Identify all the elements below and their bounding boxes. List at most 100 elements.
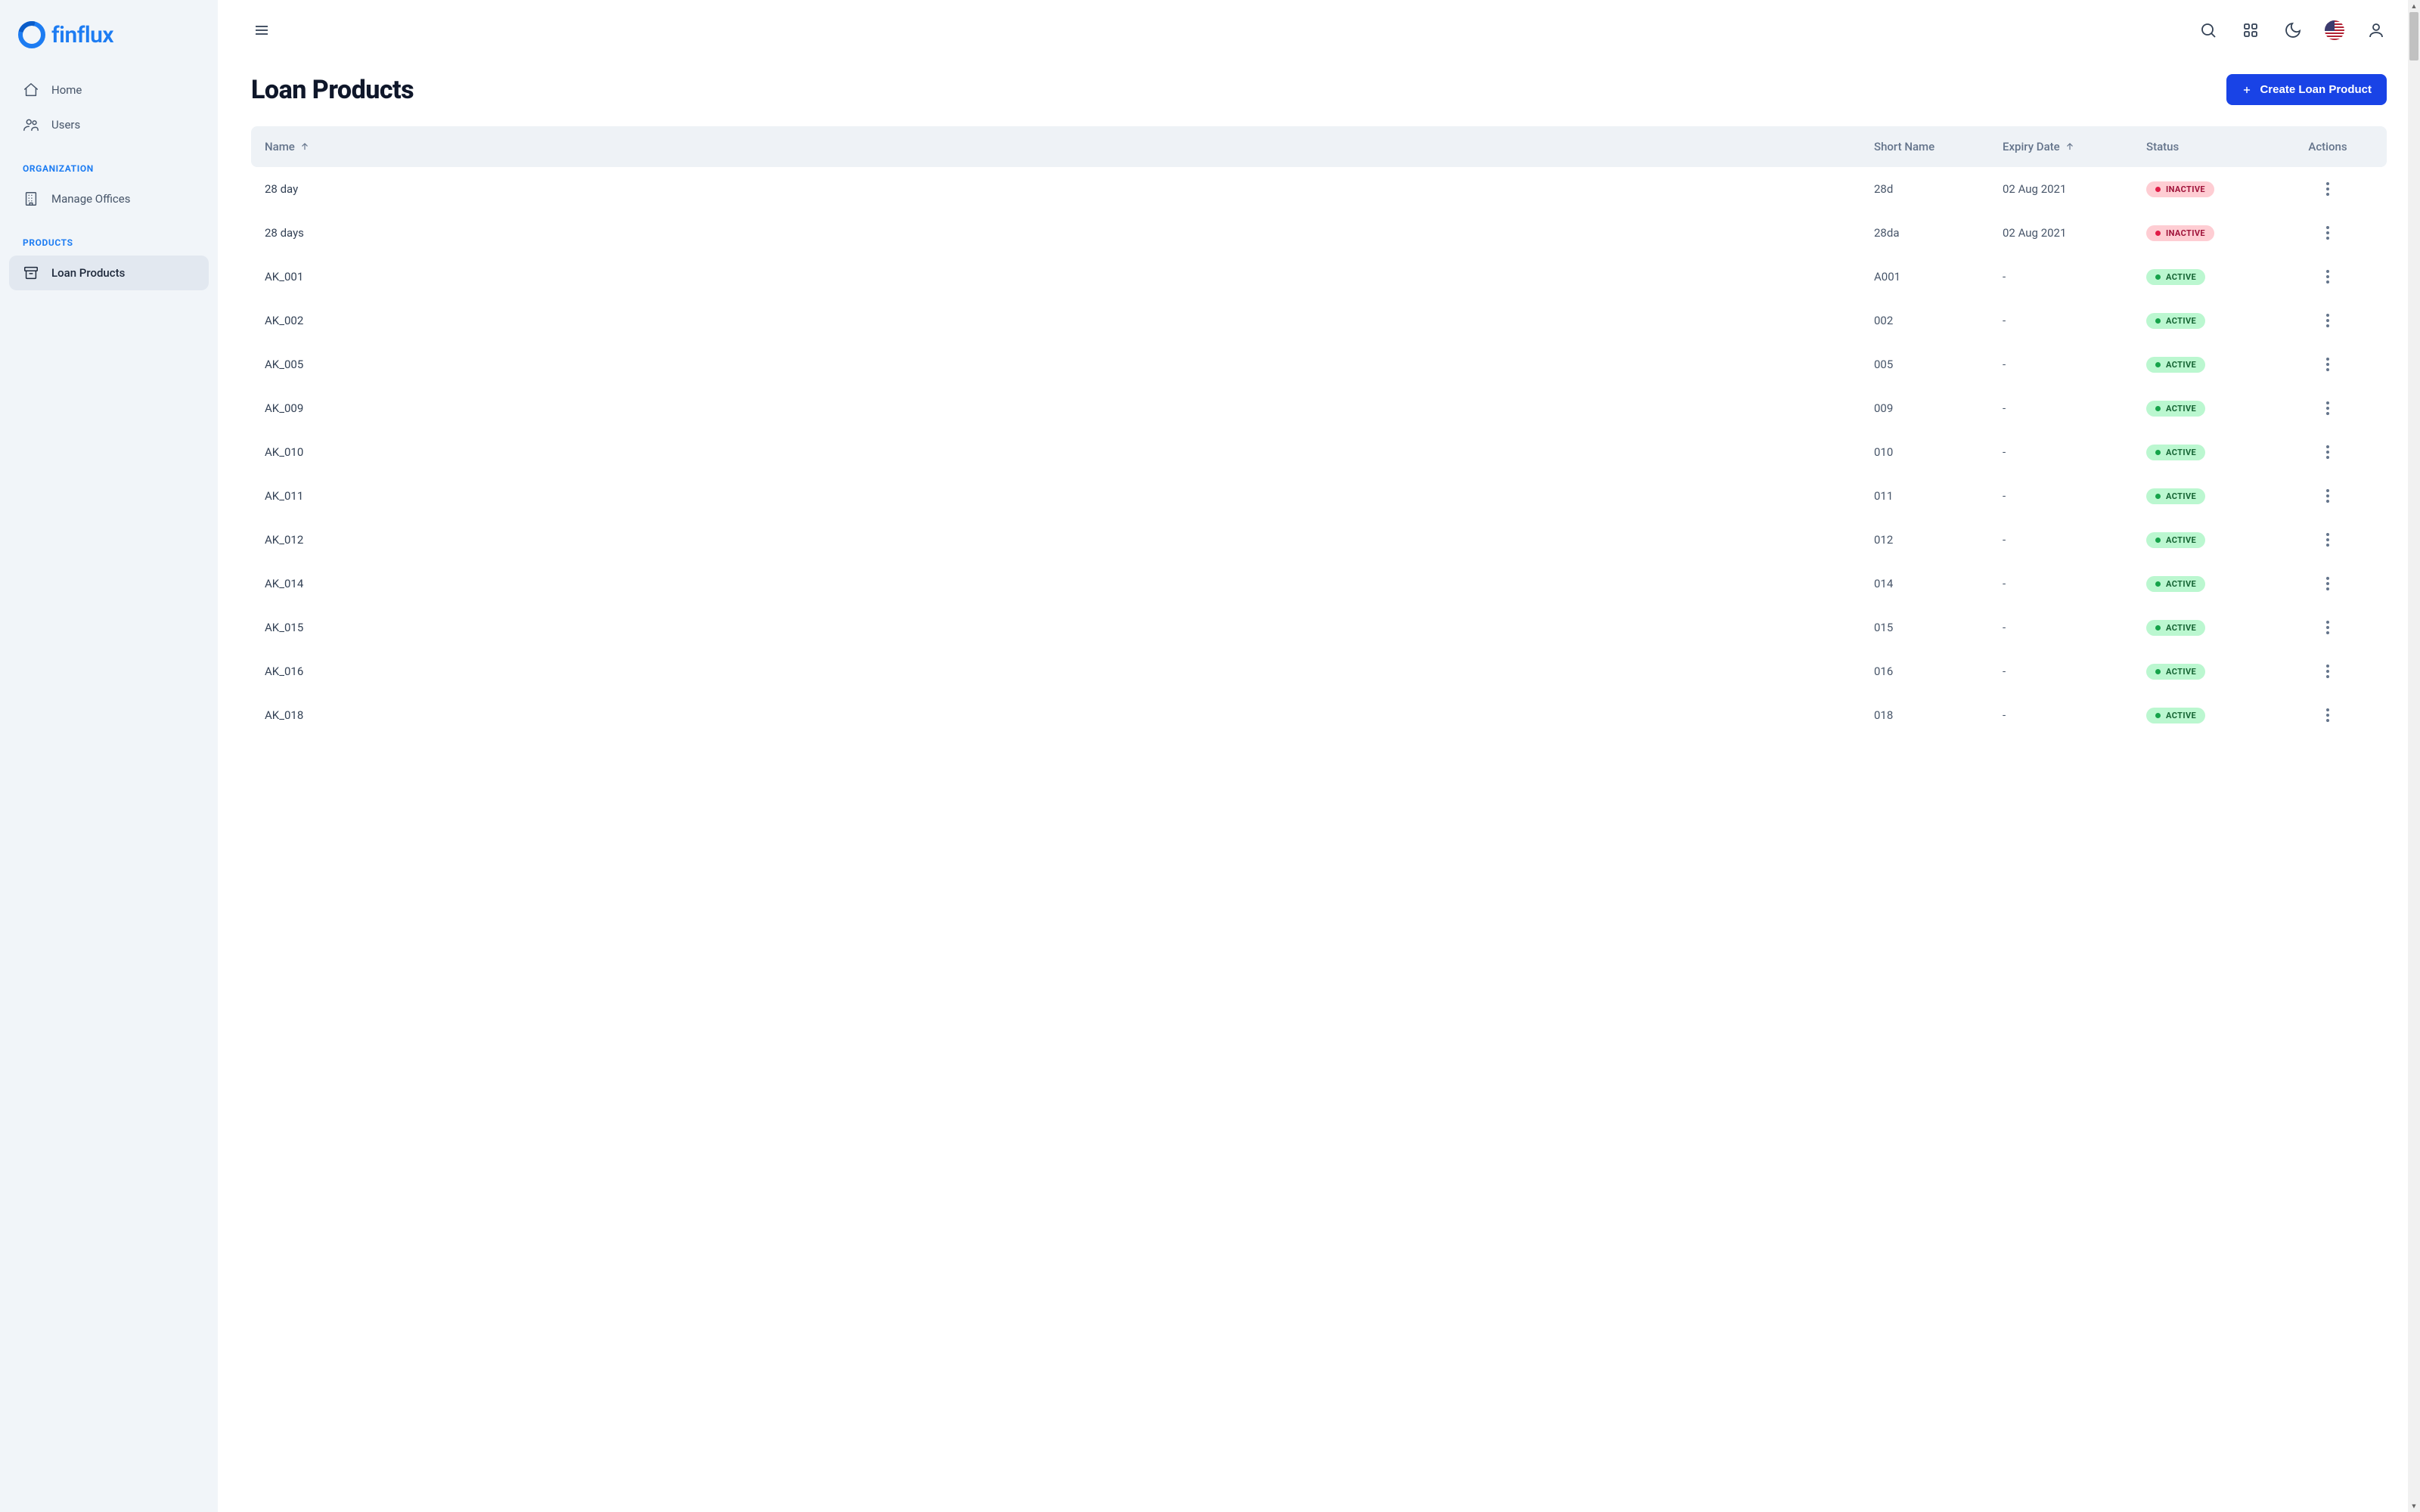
row-actions-button[interactable] bbox=[2317, 485, 2338, 507]
scrollbar-up-icon[interactable]: ▲ bbox=[2408, 0, 2420, 12]
status-dot-icon bbox=[2155, 187, 2161, 192]
col-actions-label: Actions bbox=[2308, 140, 2347, 153]
cell-expiry: - bbox=[2003, 314, 2146, 327]
cell-status: ACTIVE bbox=[2146, 357, 2282, 373]
table-row[interactable]: AK_016016-ACTIVE bbox=[251, 649, 2387, 693]
row-actions-button[interactable] bbox=[2317, 529, 2338, 550]
profile-button[interactable] bbox=[2366, 20, 2387, 41]
brand-logo[interactable]: finflux bbox=[9, 21, 209, 67]
col-name-label: Name bbox=[265, 140, 295, 153]
users-icon bbox=[23, 116, 39, 133]
cell-short-name: 015 bbox=[1874, 621, 2003, 634]
col-expiry-label: Expiry Date bbox=[2003, 140, 2060, 153]
scrollbar-thumb[interactable] bbox=[2409, 12, 2418, 60]
table-row[interactable]: AK_018018-ACTIVE bbox=[251, 693, 2387, 737]
table-row[interactable]: AK_005005-ACTIVE bbox=[251, 342, 2387, 386]
cell-status: ACTIVE bbox=[2146, 532, 2282, 548]
cell-status: ACTIVE bbox=[2146, 445, 2282, 460]
status-badge: ACTIVE bbox=[2146, 269, 2205, 285]
theme-toggle-button[interactable] bbox=[2282, 20, 2304, 41]
locale-switcher[interactable] bbox=[2325, 20, 2344, 40]
sort-asc-icon bbox=[299, 141, 310, 152]
scrollbar[interactable]: ▲ ▼ bbox=[2408, 0, 2420, 1512]
table-row[interactable]: AK_009009-ACTIVE bbox=[251, 386, 2387, 430]
moon-icon bbox=[2284, 21, 2302, 39]
row-actions-button[interactable] bbox=[2317, 310, 2338, 331]
row-actions-button[interactable] bbox=[2317, 178, 2338, 200]
status-dot-icon bbox=[2155, 713, 2161, 718]
cell-name: 28 days bbox=[265, 226, 1874, 240]
cell-name: AK_012 bbox=[265, 533, 1874, 547]
user-icon bbox=[2367, 21, 2385, 39]
page-title: Loan Products bbox=[251, 75, 414, 105]
table-row[interactable]: AK_012012-ACTIVE bbox=[251, 518, 2387, 562]
sidebar: finflux Home Users ORGANIZATION Manage Off… bbox=[0, 0, 218, 1512]
cell-expiry: - bbox=[2003, 577, 2146, 590]
cell-short-name: 009 bbox=[1874, 401, 2003, 415]
building-icon bbox=[23, 191, 39, 207]
nav-primary: Home Users bbox=[9, 73, 209, 142]
row-actions-button[interactable] bbox=[2317, 705, 2338, 726]
table-row[interactable]: AK_011011-ACTIVE bbox=[251, 474, 2387, 518]
table-row[interactable]: AK_001A001-ACTIVE bbox=[251, 255, 2387, 299]
status-dot-icon bbox=[2155, 581, 2161, 587]
cell-status: ACTIVE bbox=[2146, 708, 2282, 723]
col-name[interactable]: Name bbox=[265, 140, 1874, 153]
row-actions-button[interactable] bbox=[2317, 661, 2338, 682]
cell-name: AK_011 bbox=[265, 489, 1874, 503]
col-expiry[interactable]: Expiry Date bbox=[2003, 140, 2146, 153]
nav-label: Users bbox=[51, 118, 80, 132]
cell-name: AK_010 bbox=[265, 445, 1874, 459]
status-dot-icon bbox=[2155, 450, 2161, 455]
cell-status: ACTIVE bbox=[2146, 664, 2282, 680]
nav-heading-organization: ORGANIZATION bbox=[9, 148, 209, 181]
table-row[interactable]: 28 day28d02 Aug 2021INACTIVE bbox=[251, 167, 2387, 211]
cell-short-name: 28da bbox=[1874, 226, 2003, 240]
cell-actions bbox=[2282, 442, 2373, 463]
sidebar-item-users[interactable]: Users bbox=[9, 107, 209, 142]
search-icon bbox=[2199, 21, 2217, 39]
status-dot-icon bbox=[2155, 669, 2161, 674]
cell-expiry: - bbox=[2003, 533, 2146, 547]
cell-status: ACTIVE bbox=[2146, 269, 2282, 285]
scrollbar-down-icon[interactable]: ▼ bbox=[2408, 1500, 2420, 1512]
create-loan-product-button[interactable]: Create Loan Product bbox=[2226, 74, 2387, 105]
table-row[interactable]: AK_014014-ACTIVE bbox=[251, 562, 2387, 606]
row-actions-button[interactable] bbox=[2317, 222, 2338, 243]
row-actions-button[interactable] bbox=[2317, 573, 2338, 594]
table-row[interactable]: AK_010010-ACTIVE bbox=[251, 430, 2387, 474]
status-badge: ACTIVE bbox=[2146, 445, 2205, 460]
cell-expiry: 02 Aug 2021 bbox=[2003, 182, 2146, 196]
status-badge: ACTIVE bbox=[2146, 708, 2205, 723]
col-short-name[interactable]: Short Name bbox=[1874, 140, 2003, 153]
sidebar-item-manage-offices[interactable]: Manage Offices bbox=[9, 181, 209, 216]
table-row[interactable]: AK_002002-ACTIVE bbox=[251, 299, 2387, 342]
menu-toggle-button[interactable] bbox=[251, 20, 272, 41]
hamburger-icon bbox=[253, 21, 271, 39]
row-actions-button[interactable] bbox=[2317, 398, 2338, 419]
status-dot-icon bbox=[2155, 538, 2161, 543]
cell-actions bbox=[2282, 661, 2373, 682]
page-header: Loan Products Create Loan Product bbox=[251, 74, 2387, 105]
loan-products-table: Name Short Name Expiry Date Status Act bbox=[251, 126, 2387, 737]
status-dot-icon bbox=[2155, 406, 2161, 411]
nav-label: Manage Offices bbox=[51, 192, 130, 206]
row-actions-button[interactable] bbox=[2317, 266, 2338, 287]
sidebar-item-home[interactable]: Home bbox=[9, 73, 209, 107]
table-header: Name Short Name Expiry Date Status Act bbox=[251, 126, 2387, 167]
sidebar-item-loan-products[interactable]: Loan Products bbox=[9, 256, 209, 290]
cell-expiry: - bbox=[2003, 621, 2146, 634]
table-row[interactable]: AK_015015-ACTIVE bbox=[251, 606, 2387, 649]
row-actions-button[interactable] bbox=[2317, 617, 2338, 638]
table-row[interactable]: 28 days28da02 Aug 2021INACTIVE bbox=[251, 211, 2387, 255]
apps-button[interactable] bbox=[2240, 20, 2261, 41]
search-button[interactable] bbox=[2198, 20, 2219, 41]
row-actions-button[interactable] bbox=[2317, 442, 2338, 463]
status-badge: ACTIVE bbox=[2146, 357, 2205, 373]
cell-name: AK_014 bbox=[265, 577, 1874, 590]
brand-logo-text: finflux bbox=[51, 22, 113, 48]
col-status[interactable]: Status bbox=[2146, 140, 2282, 153]
cell-actions bbox=[2282, 485, 2373, 507]
row-actions-button[interactable] bbox=[2317, 354, 2338, 375]
nav-label: Loan Products bbox=[51, 266, 125, 280]
